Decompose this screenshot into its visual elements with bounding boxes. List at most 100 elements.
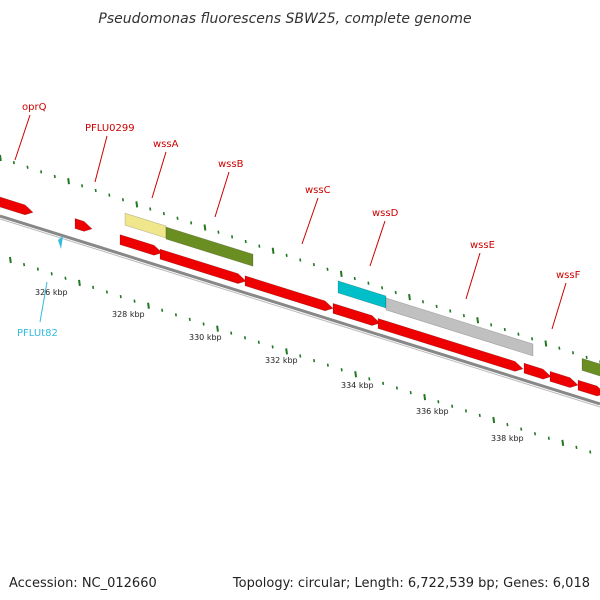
inner-tick-minor <box>395 386 398 390</box>
outer-tick-minor <box>353 276 356 281</box>
gene-leader-line <box>551 282 567 330</box>
inner-tick-minor <box>271 345 274 349</box>
outer-tick-minor <box>190 221 193 225</box>
genome-backbone-shadow <box>0 218 600 408</box>
inner-tick-minor <box>299 354 302 358</box>
inner-tick-major <box>78 279 81 286</box>
outer-tick-minor <box>258 244 261 248</box>
gene-leader-line <box>94 135 108 183</box>
cds-downstream-1[interactable] <box>549 370 579 388</box>
inner-tick-minor <box>161 308 164 312</box>
cds-wssf[interactable] <box>523 362 552 380</box>
outer-tick-minor <box>149 207 152 211</box>
outer-tick-minor <box>367 281 370 285</box>
cds-wssc[interactable] <box>244 275 334 312</box>
feature-wssf-olive[interactable] <box>581 357 600 377</box>
scale-label-326: 326 kbp <box>35 288 68 297</box>
inner-tick-minor <box>133 299 136 303</box>
map-title: Pseudomonas fluorescens SBW25, complete … <box>98 11 471 27</box>
inner-tick-minor <box>409 390 412 395</box>
outer-tick-minor <box>81 184 84 188</box>
outer-tick-minor <box>231 235 234 239</box>
gene-leader-line <box>465 252 481 300</box>
inner-tick-minor <box>36 267 39 271</box>
inner-tick-minor <box>105 290 108 294</box>
outer-tick-minor <box>571 351 575 355</box>
outer-tick-minor <box>121 198 125 202</box>
cds-wsse[interactable] <box>377 318 524 372</box>
gene-leader-line <box>214 171 230 218</box>
outer-tick-track <box>0 154 600 364</box>
inner-tick-minor <box>506 422 509 427</box>
outer-tick-minor <box>12 161 15 165</box>
feature-wssb-olive[interactable] <box>165 226 254 267</box>
feature-wssa-pale[interactable] <box>124 212 167 239</box>
outer-tick-minor <box>558 346 561 350</box>
outer-tick-minor <box>312 263 315 267</box>
inner-tick-minor <box>202 322 205 326</box>
gene-label-wssc[interactable]: wssC <box>305 185 331 196</box>
feature-wsse-grey[interactable] <box>385 297 534 357</box>
trna-marker[interactable] <box>58 236 63 249</box>
outer-tick-minor <box>217 230 220 234</box>
gene-label-wsse[interactable]: wssE <box>470 240 495 251</box>
inner-tick-minor <box>589 450 592 454</box>
cds-oprq[interactable] <box>0 195 34 216</box>
inner-tick-minor <box>575 445 578 450</box>
gene-leader-line <box>369 220 386 267</box>
outer-tick-minor <box>585 355 588 359</box>
outer-tick-minor <box>244 239 247 244</box>
outer-tick-minor <box>381 286 384 290</box>
feature-track <box>0 195 600 397</box>
inner-tick-minor <box>340 368 343 372</box>
inner-tick-major <box>423 394 427 401</box>
gene-leader-line <box>151 151 167 199</box>
inner-tick-major <box>9 256 12 264</box>
outer-tick-major <box>476 317 480 324</box>
inner-tick-minor <box>257 340 260 344</box>
inner-tick-minor <box>451 404 454 408</box>
inner-tick-major <box>216 325 219 332</box>
cds-wssb[interactable] <box>159 248 247 284</box>
inner-tick-minor <box>520 427 523 431</box>
inner-tick-minor <box>23 262 26 267</box>
accession-text: Accession: NC_012660 <box>9 576 157 591</box>
inner-tick-minor <box>230 331 233 335</box>
cds-wssa[interactable] <box>119 234 163 256</box>
inner-tick-major <box>561 439 565 446</box>
outer-tick-minor <box>26 165 29 169</box>
outer-tick-minor <box>531 337 534 341</box>
gene-label-wssd[interactable]: wssD <box>372 208 399 219</box>
outer-tick-major <box>339 270 343 278</box>
gene-label-wssf[interactable]: wssF <box>556 270 581 281</box>
outer-tick-minor <box>490 323 493 327</box>
gene-label-wssb[interactable]: wssB <box>218 159 244 170</box>
inner-tick-major <box>285 348 288 355</box>
feature-wssd-cyan[interactable] <box>337 280 387 309</box>
outer-tick-minor <box>108 193 111 197</box>
gene-label-oprq[interactable]: oprQ <box>22 102 47 113</box>
cds-pflu0299[interactable] <box>74 218 93 232</box>
inner-tick-minor <box>547 436 550 440</box>
gene-label-pflu0299[interactable]: PFLU0299 <box>85 123 135 134</box>
inner-tick-minor <box>64 276 67 280</box>
cds-downstream-2[interactable] <box>577 379 600 397</box>
inner-tick-minor <box>92 285 95 290</box>
outer-tick-major <box>544 340 548 347</box>
gene-callouts: oprQ PFLU0299 wssA wssB wssC wssD wssE wssF <box>14 102 581 330</box>
inner-tick-minor <box>533 432 537 436</box>
outer-tick-minor <box>517 332 520 336</box>
outer-tick-major <box>271 247 275 254</box>
outer-tick-major <box>67 178 70 185</box>
gene-leader-line <box>301 197 319 245</box>
inner-tick-track <box>9 256 592 454</box>
gene-label-wssa[interactable]: wssA <box>153 139 179 150</box>
inner-tick-minor <box>478 413 481 418</box>
scale-label-338: 338 kbp <box>491 434 524 443</box>
inner-tick-major <box>492 416 496 424</box>
scale-label-330: 330 kbp <box>189 333 222 342</box>
cds-wssd[interactable] <box>332 302 381 326</box>
trna-label-pflut82[interactable]: PFLUt82 <box>17 328 58 339</box>
outer-tick-minor <box>285 253 288 257</box>
